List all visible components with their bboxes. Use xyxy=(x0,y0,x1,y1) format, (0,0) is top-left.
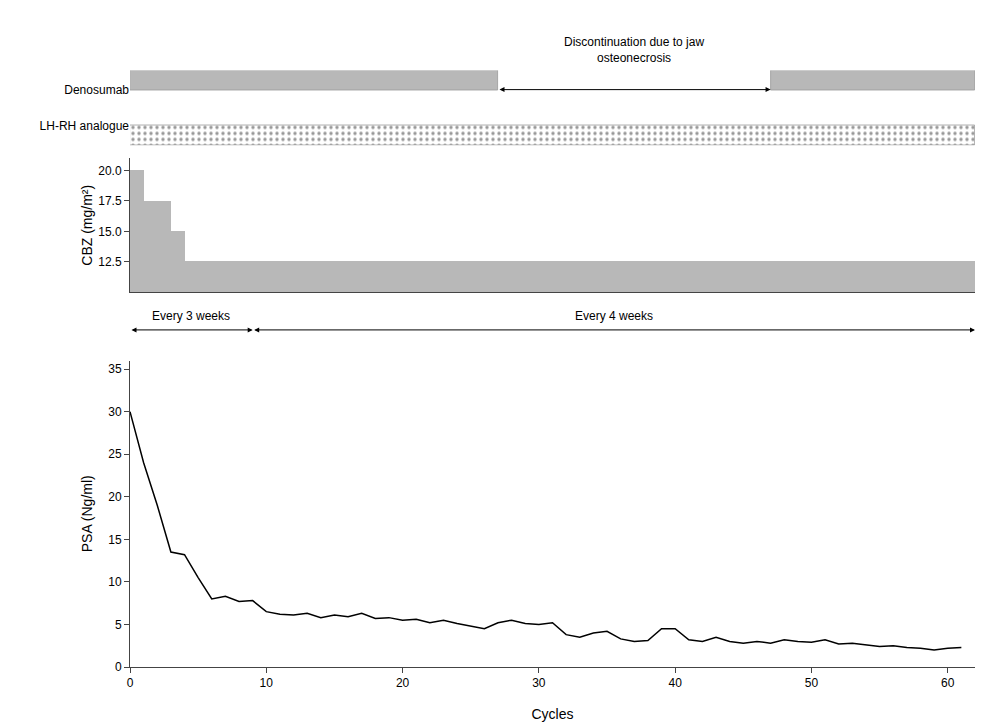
svg-text:15.0: 15.0 xyxy=(98,225,122,239)
svg-text:60: 60 xyxy=(941,676,955,690)
svg-text:30: 30 xyxy=(532,676,546,690)
svg-text:50: 50 xyxy=(805,676,819,690)
svg-text:PSA (Ng/ml): PSA (Ng/ml) xyxy=(79,475,95,552)
svg-text:Every 3 weeks: Every 3 weeks xyxy=(152,309,230,323)
svg-text:Every 4 weeks: Every 4 weeks xyxy=(575,309,653,323)
svg-text:20: 20 xyxy=(108,490,122,504)
svg-text:LH-RH analogue: LH-RH analogue xyxy=(40,119,130,133)
svg-text:12.5: 12.5 xyxy=(98,255,122,269)
svg-text:30: 30 xyxy=(108,405,122,419)
svg-text:0: 0 xyxy=(115,660,122,674)
svg-text:15: 15 xyxy=(108,533,122,547)
svg-text:Discontinuation due to jawoste: Discontinuation due to jawosteonecrosis xyxy=(564,35,704,65)
svg-text:35: 35 xyxy=(108,362,122,376)
svg-text:0: 0 xyxy=(127,676,134,690)
svg-text:20: 20 xyxy=(396,676,410,690)
svg-text:CBZ (mg/m²): CBZ (mg/m²) xyxy=(79,185,95,266)
svg-text:17.5: 17.5 xyxy=(98,194,122,208)
svg-text:Cycles: Cycles xyxy=(531,706,573,722)
svg-text:25: 25 xyxy=(108,447,122,461)
svg-text:10: 10 xyxy=(260,676,274,690)
svg-text:Denosumab: Denosumab xyxy=(64,83,129,97)
svg-text:5: 5 xyxy=(115,618,122,632)
svg-text:40: 40 xyxy=(668,676,682,690)
svg-text:10: 10 xyxy=(108,575,122,589)
svg-text:20.0: 20.0 xyxy=(98,164,122,178)
